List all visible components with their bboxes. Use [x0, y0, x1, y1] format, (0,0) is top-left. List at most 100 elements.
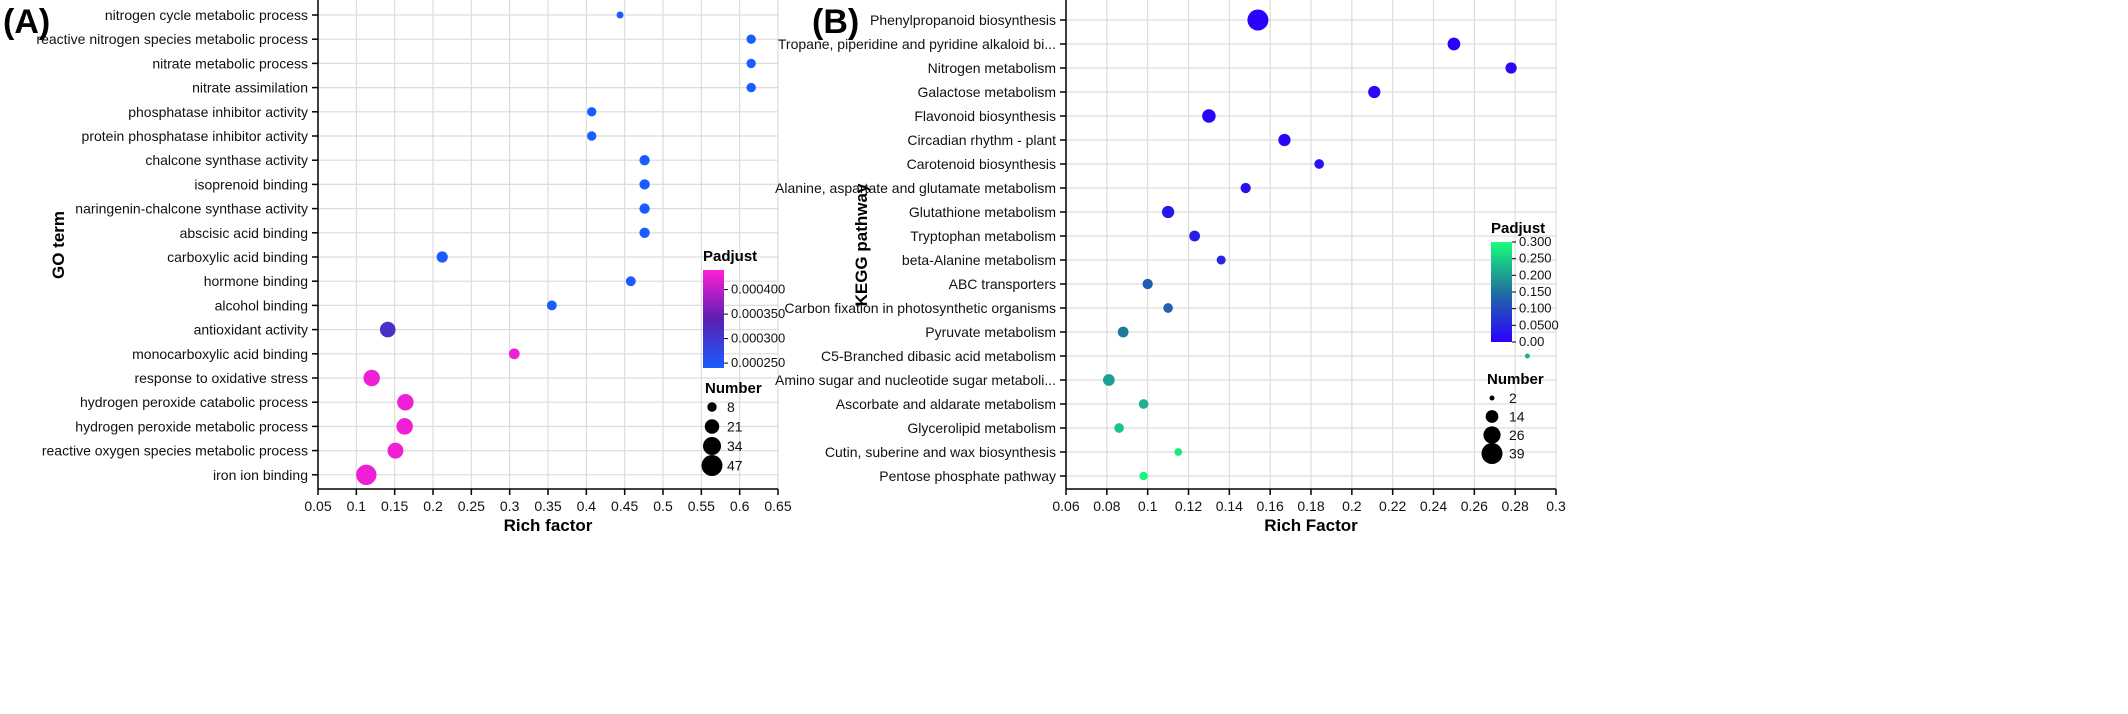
y-tick-label-a: naringenin-chalcone synthase activity	[75, 201, 308, 217]
x-tick-label-b: 0.18	[1297, 498, 1324, 514]
data-point-b	[1524, 353, 1530, 359]
y-tick-label-b: Cutin, suberine and wax biosynthesis	[825, 444, 1056, 460]
y-tick-label-a: response to oxidative stress	[134, 370, 308, 386]
x-tick-label-b: 0.2	[1342, 498, 1362, 514]
x-tick-label-b: 0.24	[1420, 498, 1447, 514]
data-point-a	[508, 348, 520, 360]
colorbar-tick-label-b: 0.150	[1519, 284, 1552, 299]
data-point-b	[1117, 326, 1129, 338]
size-legend-dot-b	[1483, 426, 1501, 444]
colorbar-tick-label-b: 0.300	[1519, 234, 1552, 249]
panel-b: (B) 0.06 0.08 0.1 0.12 0.14 0.16 0.18 0.2 0.22 0.2…	[775, 0, 1566, 535]
x-tick-label-b: 0.28	[1502, 498, 1529, 514]
data-point-a	[639, 155, 650, 166]
y-tick-label-b: Phenylpropanoid biosynthesis	[870, 12, 1056, 28]
y-axis-label-a: GO term	[49, 211, 68, 279]
data-point-b	[1247, 9, 1269, 31]
size-legend-label-a: 8	[727, 399, 735, 415]
data-point-a	[387, 442, 404, 459]
y-tick-label-a: alcohol binding	[215, 297, 308, 313]
size-legend-title-b: Number	[1487, 371, 1544, 388]
y-tick-label-b: Tropane, piperidine and pyridine alkaloi…	[778, 36, 1056, 52]
x-tick-label-a: 0.4	[577, 498, 597, 514]
x-tick-label-b: 0.1	[1138, 498, 1158, 514]
data-point-a	[639, 179, 650, 190]
data-point-b	[1368, 85, 1381, 99]
y-tick-label-b: Tryptophan metabolism	[910, 228, 1056, 244]
size-legend-label-a: 47	[727, 458, 743, 474]
y-tick-label-b: C5-Branched dibasic acid metabolism	[821, 348, 1056, 364]
y-tick-label-a: phosphatase inhibitor activity	[128, 104, 308, 120]
y-tick-label-a: hormone binding	[204, 273, 308, 289]
data-point-a	[616, 11, 624, 19]
colorbar-tick-label-b: 0.200	[1519, 267, 1552, 282]
data-point-a	[746, 58, 756, 69]
size-legend-label-b: 26	[1509, 427, 1525, 443]
data-point-a	[639, 203, 650, 214]
x-tick-label-b: 0.06	[1052, 498, 1079, 514]
y-tick-label-a: nitrogen cycle metabolic process	[105, 7, 308, 23]
x-tick-label-a: 0.3	[500, 498, 520, 514]
data-point-a	[746, 82, 756, 93]
x-tick-label-b: 0.08	[1093, 498, 1120, 514]
data-point-a	[363, 369, 380, 387]
color-legend-title-a: Padjust	[703, 248, 757, 265]
y-tick-label-a: nitrate assimilation	[192, 80, 308, 96]
colorbar-tick-label-b: 0.0500	[1519, 317, 1559, 332]
size-legend-dot-b	[1485, 410, 1499, 423]
colorbar-tick-label-b: 0.250	[1519, 251, 1552, 266]
x-tick-label-b: 0.22	[1379, 498, 1406, 514]
data-point-b	[1202, 109, 1216, 123]
y-tick-label-b: Galactose metabolism	[917, 84, 1056, 100]
colorbar-tick-label-b: 0.00	[1519, 334, 1544, 349]
data-point-a	[625, 276, 636, 287]
size-legend-label-b: 14	[1509, 409, 1525, 425]
y-axis-label-b: KEGG pathway	[852, 183, 871, 306]
size-legend-dot-a	[701, 455, 723, 476]
x-tick-label-a: 0.25	[458, 498, 485, 514]
y-tick-label-a: hydrogen peroxide catabolic process	[80, 394, 308, 410]
colorbar-a	[703, 270, 724, 368]
data-point-a	[587, 131, 597, 141]
data-point-b	[1138, 399, 1149, 409]
data-point-b	[1447, 37, 1461, 51]
y-tick-label-b: Ascorbate and aldarate metabolism	[836, 396, 1056, 412]
y-tick-label-a: carboxylic acid binding	[167, 249, 308, 265]
x-tick-label-a: 0.05	[304, 498, 331, 514]
x-tick-label-a: 0.65	[764, 498, 791, 514]
data-point-a	[396, 418, 413, 435]
y-tick-label-a: monocarboxylic acid binding	[132, 346, 308, 362]
y-tick-label-b: beta-Alanine metabolism	[902, 252, 1056, 268]
data-point-b	[1189, 230, 1201, 242]
x-tick-label-a: 0.35	[534, 498, 561, 514]
panel-a: (A) 0.05 0.1 0.15 0.2 0.25 0.3 0.35 0.4 0.45 0.5 0.…	[3, 0, 792, 535]
data-point-b	[1102, 374, 1115, 386]
x-tick-label-a: 0.2	[423, 498, 443, 514]
x-tick-label-a: 0.55	[688, 498, 715, 514]
data-point-b	[1278, 133, 1291, 147]
y-tick-label-b: ABC transporters	[949, 276, 1056, 292]
data-point-a	[379, 321, 396, 338]
data-point-b	[1142, 278, 1153, 290]
x-tick-label-b: 0.16	[1257, 498, 1284, 514]
x-tick-label-a: 0.45	[611, 498, 638, 514]
y-tick-label-a: antioxidant activity	[194, 322, 308, 338]
data-point-b	[1174, 448, 1183, 456]
size-legend-label-a: 21	[727, 419, 743, 435]
color-legend-title-b: Padjust	[1491, 220, 1545, 237]
colorbar-tick-label-a: 0.000400	[731, 282, 785, 297]
colorbar-b	[1491, 242, 1512, 342]
x-tick-label-a: 0.6	[730, 498, 750, 514]
y-tick-label-a: reactive oxygen species metabolic proces…	[42, 443, 308, 459]
data-point-b	[1114, 423, 1124, 433]
size-legend-label-b: 39	[1509, 446, 1525, 462]
data-point-b	[1314, 159, 1325, 169]
colorbar-tick-label-a: 0.000350	[731, 306, 785, 321]
data-point-a	[356, 464, 377, 485]
data-point-a	[546, 300, 557, 311]
data-point-b	[1161, 205, 1175, 219]
data-point-a	[436, 251, 448, 263]
data-point-b	[1216, 255, 1226, 265]
data-point-b	[1505, 62, 1517, 74]
